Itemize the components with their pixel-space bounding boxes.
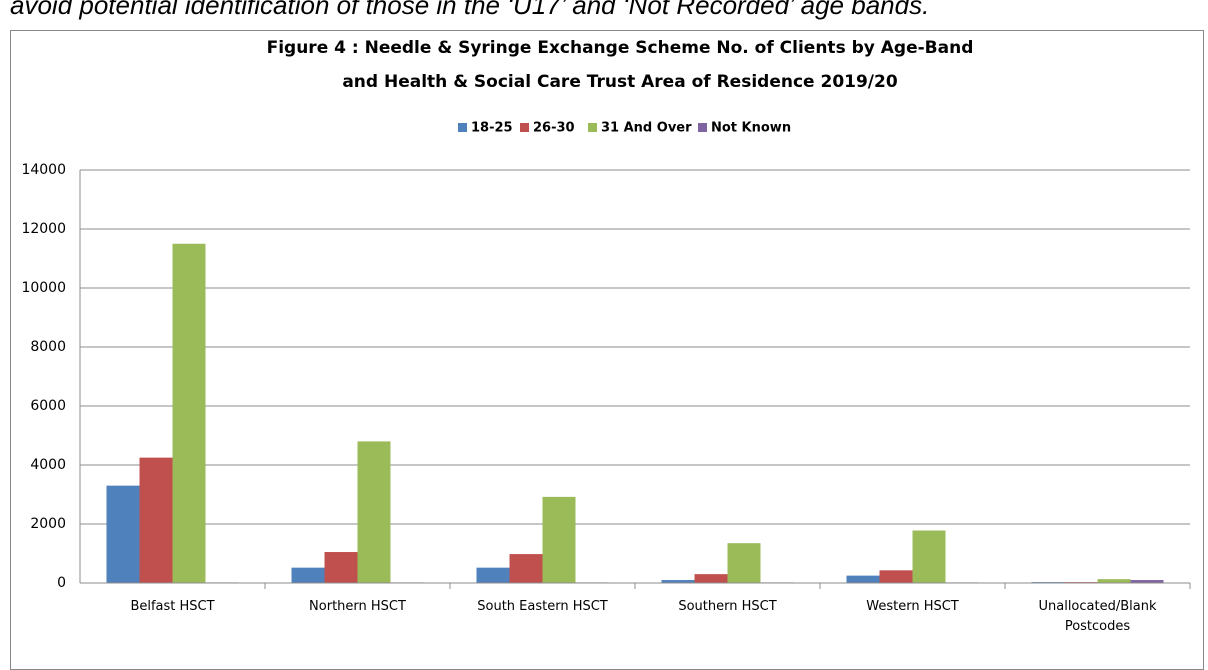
y-tick-label: 6000 <box>30 398 66 414</box>
bar <box>172 243 206 583</box>
x-tick-label: Western HSCT <box>866 599 959 614</box>
legend-swatch <box>698 123 707 132</box>
x-tick-label: South Eastern HSCT <box>477 599 608 614</box>
chart-title: Figure 4 : Needle & Syringe Exchange Sch… <box>267 38 974 58</box>
bar <box>106 485 140 583</box>
x-tick-label: Unallocated/Blank Postcodes <box>1038 599 1157 634</box>
x-tick-label: Belfast HSCT <box>130 599 215 614</box>
legend-label: 31 And Over <box>601 121 692 136</box>
y-tick-label: 0 <box>57 575 66 591</box>
page: avoid potential identification of those … <box>10 0 1204 670</box>
bar <box>542 496 576 583</box>
y-tick-label: 10000 <box>21 280 66 296</box>
legend-label: 26-30 <box>533 121 575 136</box>
bar <box>727 543 761 583</box>
bar <box>291 567 325 583</box>
bar <box>476 567 510 583</box>
chart-title: and Health & Social Care Trust Area of R… <box>342 72 898 92</box>
caption: avoid potential identification of those … <box>10 0 930 20</box>
y-tick-label: 12000 <box>21 221 66 237</box>
bar <box>1130 580 1164 583</box>
bar <box>324 552 358 583</box>
bar <box>879 570 913 583</box>
y-tick-label: 14000 <box>21 162 66 178</box>
bar <box>912 530 946 583</box>
y-tick-label: 4000 <box>30 457 66 473</box>
bar <box>139 457 173 583</box>
bar <box>357 441 391 583</box>
chart: Figure 4 : Needle & Syringe Exchange Sch… <box>21 38 1191 591</box>
legend-label: Not Known <box>711 121 791 136</box>
legend-swatch <box>588 123 597 132</box>
legend-swatch <box>520 123 529 132</box>
bar <box>846 575 880 583</box>
bar <box>661 580 695 583</box>
legend-swatch <box>458 123 467 132</box>
bar <box>509 554 543 583</box>
bar <box>694 574 728 583</box>
x-tick-label: Northern HSCT <box>309 599 406 614</box>
bar <box>1097 579 1131 583</box>
legend-label: 18-25 <box>471 121 513 136</box>
x-tick-label: Southern HSCT <box>678 599 777 614</box>
y-tick-label: 8000 <box>30 339 66 355</box>
y-tick-label: 2000 <box>30 516 66 532</box>
